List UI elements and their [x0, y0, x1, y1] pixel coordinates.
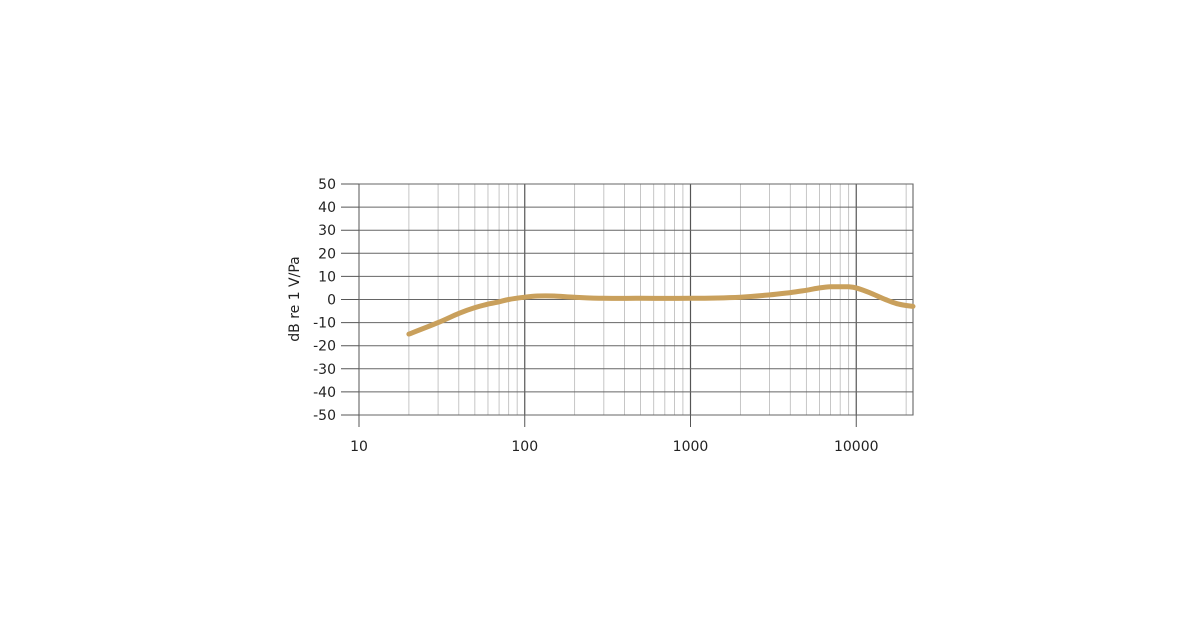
series-layer — [406, 284, 916, 337]
y-tick-label: 40 — [318, 200, 336, 216]
y-tick-label: -30 — [313, 362, 336, 378]
x-tick-label: 10000 — [834, 439, 879, 455]
response-curve — [406, 284, 916, 337]
y-tick-label: -20 — [313, 339, 336, 355]
y-tick-label: 20 — [318, 246, 336, 262]
y-axis-label: dB re 1 V/Pa — [287, 256, 303, 342]
x-tick-label: 10 — [350, 439, 368, 455]
y-tick-label: -10 — [313, 316, 336, 332]
x-tick-label: 100 — [511, 439, 538, 455]
y-tick-label: -50 — [313, 408, 336, 424]
x-tick-label: 1000 — [673, 439, 709, 455]
y-tick-label: 10 — [318, 269, 336, 285]
y-tick-label: 0 — [327, 293, 336, 309]
y-tick-label: -40 — [313, 385, 336, 401]
y-tick-label: 50 — [318, 177, 336, 193]
y-tick-label: 30 — [318, 223, 336, 239]
